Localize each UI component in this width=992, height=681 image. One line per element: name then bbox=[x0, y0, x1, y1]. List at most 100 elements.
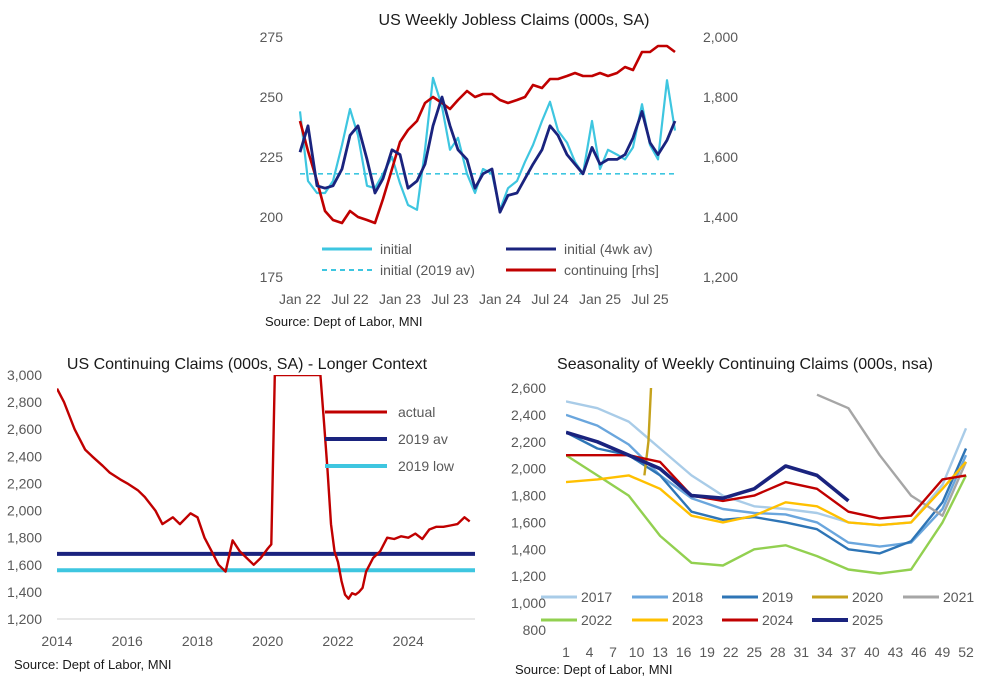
chart3-x-tick: 28 bbox=[770, 644, 786, 660]
chart3-x-tick: 40 bbox=[864, 644, 880, 660]
chart1-y-tick: 200 bbox=[260, 209, 284, 225]
chart2-y-tick: 2,800 bbox=[7, 394, 42, 410]
legend-label-2017: 2017 bbox=[581, 589, 612, 605]
legend-label-2019: 2019 bbox=[762, 589, 793, 605]
chart1-x-tick: Jul 23 bbox=[431, 291, 469, 307]
chart1-y-tick: 225 bbox=[260, 149, 284, 165]
legend-label-2023: 2023 bbox=[672, 612, 703, 628]
chart3-y-tick: 2,200 bbox=[511, 434, 546, 450]
chart-weekly-jobless-claims: US Weekly Jobless Claims (000s, SA) 175 2… bbox=[260, 12, 739, 329]
chart1-series-initial bbox=[298, 76, 677, 211]
chart3-series-2025 bbox=[566, 430, 850, 503]
chart3-x-tick: 52 bbox=[958, 644, 974, 660]
legend-label-2020: 2020 bbox=[852, 589, 883, 605]
chart1-plot-area bbox=[298, 44, 677, 225]
chart2-series-actual bbox=[57, 375, 471, 600]
chart1-y2-tick: 1,800 bbox=[703, 89, 738, 105]
legend-label-2025: 2025 bbox=[852, 612, 883, 628]
chart3-legend: 2017 2018 2019 2020 2021 2022 2023 2024 2025 bbox=[541, 589, 974, 628]
chart3-y-tick: 1,600 bbox=[511, 514, 546, 530]
chart2-y-tick: 1,200 bbox=[7, 611, 42, 627]
chart1-legend: initial initial (4wk av) initial (2019 a… bbox=[322, 241, 659, 278]
chart3-x-tick: 31 bbox=[794, 644, 810, 660]
legend-label-2021: 2021 bbox=[943, 589, 974, 605]
chart2-legend: actual 2019 av 2019 low bbox=[325, 404, 455, 474]
chart2-y-tick: 1,400 bbox=[7, 584, 42, 600]
chart1-series-initial-4wk bbox=[298, 95, 677, 214]
chart3-y-tick: 2,400 bbox=[511, 407, 546, 423]
chart1-y-axis-right: 1,200 1,400 1,600 1,800 2,000 bbox=[703, 29, 738, 285]
chart3-x-tick: 46 bbox=[911, 644, 927, 660]
chart2-y-tick: 2,000 bbox=[7, 503, 42, 519]
chart1-y-tick: 250 bbox=[260, 89, 284, 105]
chart2-y-axis: 1,200 1,400 1,600 1,800 2,000 2,200 2,400 2,600… bbox=[7, 367, 42, 627]
chart3-series-2023 bbox=[566, 461, 967, 527]
chart3-x-tick: 19 bbox=[699, 644, 715, 660]
chart2-source: Source: Dept of Labor, MNI bbox=[14, 657, 172, 672]
chart3-y-tick: 1,000 bbox=[511, 595, 546, 611]
chart3-x-tick: 22 bbox=[723, 644, 739, 660]
chart1-x-tick: Jul 22 bbox=[331, 291, 369, 307]
chart3-series-2022 bbox=[566, 454, 968, 575]
chart1-y2-tick: 2,000 bbox=[703, 29, 738, 45]
chart2-y-tick: 2,400 bbox=[7, 448, 42, 464]
chart1-y2-tick: 1,200 bbox=[703, 269, 738, 285]
chart3-x-axis: 1 4 7 10 13 16 19 22 25 28 31 34 37 40 43 46 49 52 bbox=[562, 644, 974, 660]
legend-label-2024: 2024 bbox=[762, 612, 793, 628]
chart1-x-tick: Jul 25 bbox=[631, 291, 669, 307]
chart3-y-tick: 2,600 bbox=[511, 380, 546, 396]
chart3-x-tick: 49 bbox=[935, 644, 951, 660]
legend-label-initial: initial bbox=[380, 241, 412, 257]
chart3-y-tick: 800 bbox=[523, 622, 547, 638]
chart1-x-axis: Jan 22 Jul 22 Jan 23 Jul 23 Jan 24 Jul 24 Jan … bbox=[279, 291, 669, 307]
chart2-x-tick: 2018 bbox=[182, 633, 213, 649]
chart3-x-tick: 4 bbox=[586, 644, 594, 660]
chart3-y-tick: 1,400 bbox=[511, 541, 546, 557]
chart1-y-axis-left: 175 200 225 250 275 bbox=[260, 29, 284, 285]
chart2-y-tick: 2,200 bbox=[7, 475, 42, 491]
chart1-y-tick: 175 bbox=[260, 269, 284, 285]
chart1-source: Source: Dept of Labor, MNI bbox=[265, 314, 423, 329]
chart3-x-tick: 37 bbox=[841, 644, 857, 660]
legend-label-initial-4wk: initial (4wk av) bbox=[564, 241, 653, 257]
chart1-x-tick: Jan 25 bbox=[579, 291, 621, 307]
chart2-y-tick: 2,600 bbox=[7, 421, 42, 437]
chart3-x-tick: 34 bbox=[817, 644, 833, 660]
chart3-y-tick: 1,800 bbox=[511, 488, 546, 504]
chart2-x-tick: 2016 bbox=[112, 633, 143, 649]
chart3-x-tick: 1 bbox=[562, 644, 570, 660]
chart2-y-tick: 3,000 bbox=[7, 367, 42, 383]
chart1-x-tick: Jul 24 bbox=[531, 291, 569, 307]
chart3-series-2017 bbox=[566, 400, 968, 527]
chart3-x-tick: 43 bbox=[888, 644, 904, 660]
chart3-series-2024 bbox=[566, 454, 967, 520]
legend-label-2022: 2022 bbox=[581, 612, 612, 628]
chart3-y-tick: 1,200 bbox=[511, 568, 546, 584]
chart2-x-tick: 2014 bbox=[41, 633, 72, 649]
chart3-x-tick: 16 bbox=[676, 644, 692, 660]
legend-label-2018: 2018 bbox=[672, 589, 703, 605]
chart2-x-tick: 2024 bbox=[393, 633, 424, 649]
chart1-x-tick: Jan 23 bbox=[379, 291, 421, 307]
chart1-title: US Weekly Jobless Claims (000s, SA) bbox=[379, 12, 650, 29]
chart1-y-tick: 275 bbox=[260, 29, 284, 45]
chart1-x-tick: Jan 22 bbox=[279, 291, 321, 307]
chart2-title: US Continuing Claims (000s, SA) - Longer… bbox=[67, 356, 428, 373]
chart2-y-tick: 1,600 bbox=[7, 557, 42, 573]
legend-label-continuing: continuing [rhs] bbox=[564, 262, 659, 278]
chart3-x-tick: 13 bbox=[652, 644, 668, 660]
chart3-x-tick: 7 bbox=[609, 644, 617, 660]
chart1-x-tick: Jan 24 bbox=[479, 291, 521, 307]
legend-label-2019-low: 2019 low bbox=[398, 458, 455, 474]
chart3-x-tick: 25 bbox=[746, 644, 762, 660]
chart3-y-axis: 800 1,000 1,200 1,400 1,600 1,800 2,000 2,200 2,… bbox=[511, 380, 546, 638]
chart3-plot-area bbox=[566, 388, 968, 575]
chart2-x-tick: 2022 bbox=[322, 633, 353, 649]
chart3-series-2021 bbox=[816, 393, 968, 517]
chart-seasonality-continuing: Seasonality of Weekly Continuing Claims … bbox=[511, 356, 974, 677]
legend-label-initial-2019: initial (2019 av) bbox=[380, 262, 475, 278]
legend-label-actual: actual bbox=[398, 404, 435, 420]
chart3-title: Seasonality of Weekly Continuing Claims … bbox=[557, 356, 933, 373]
chart-continuing-claims-longer: US Continuing Claims (000s, SA) - Longer… bbox=[7, 356, 475, 672]
chart2-y-tick: 1,800 bbox=[7, 530, 42, 546]
